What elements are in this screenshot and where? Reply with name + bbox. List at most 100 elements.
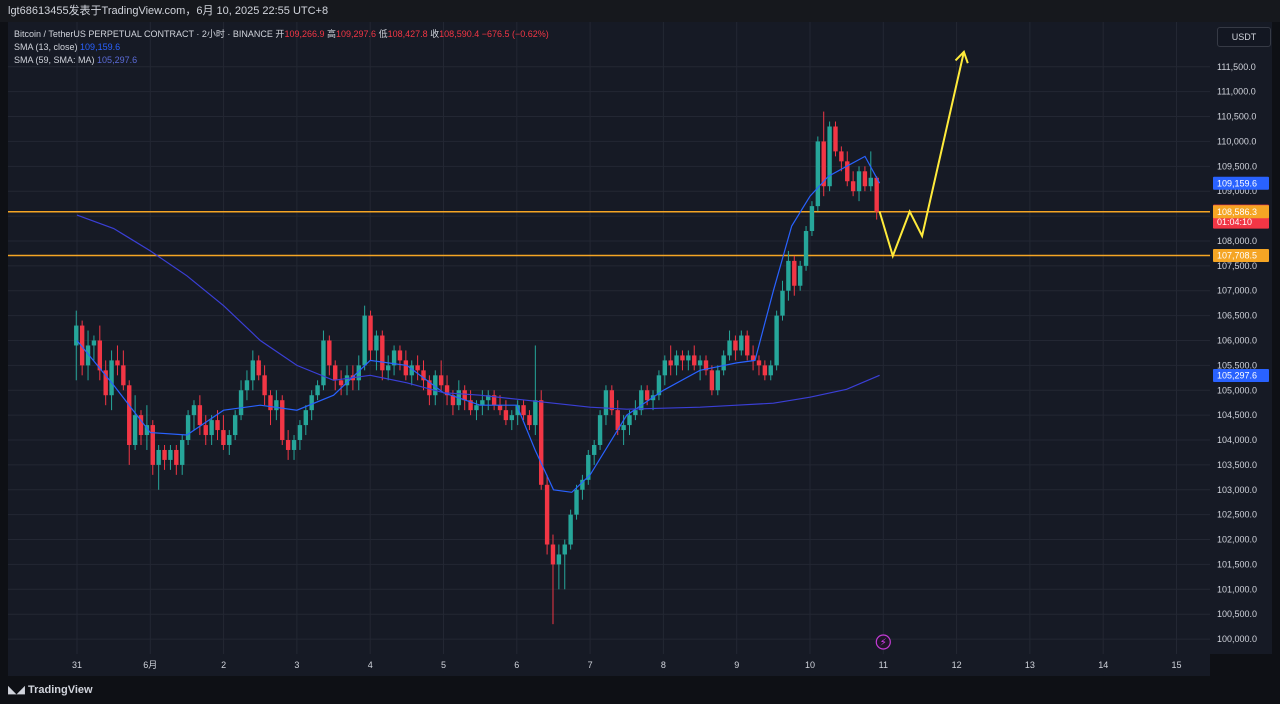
candle-body <box>362 315 367 366</box>
price-axis[interactable]: 100,000.0 100,500.0 101,000.0 101,500.0 102,… <box>1210 22 1272 654</box>
candle-body <box>85 345 91 366</box>
candle-body <box>156 449 161 465</box>
candle-body <box>280 400 285 441</box>
y-tick-label: 108,000.0 <box>1217 236 1257 246</box>
price-axis-labels: 100,000.0 100,500.0 101,000.0 101,500.0 102,… <box>1213 62 1269 644</box>
projection-arrowhead <box>954 50 969 64</box>
candle-body <box>256 360 261 376</box>
price-tag-value: 109,159.6 <box>1217 178 1257 188</box>
price-chart[interactable]: ⚡ <box>8 22 1210 654</box>
y-tick-label: 111,000.0 <box>1217 87 1256 97</box>
candle-body <box>203 425 208 436</box>
symbol-name[interactable]: Bitcoin / TetherUS PERPETUAL CONTRACT · … <box>14 29 273 39</box>
candle-body <box>162 449 167 460</box>
candle-body <box>79 325 85 366</box>
candle-body <box>138 415 144 436</box>
candle-body <box>285 440 291 450</box>
candle-body <box>874 177 879 212</box>
y-tick-label: 102,000.0 <box>1217 535 1257 545</box>
candle-body <box>438 375 444 386</box>
candle-body <box>750 355 756 361</box>
tradingview-logo-icon: ◣◢ <box>8 684 28 696</box>
sma13-line <box>76 155 881 493</box>
candle-body <box>209 420 214 436</box>
candle-body <box>674 355 679 366</box>
candle-body <box>850 181 856 192</box>
sma13-legend[interactable]: SMA (13, close) 109,159.6 <box>14 41 549 54</box>
x-tick-label: 6 <box>514 660 519 670</box>
candle-body <box>568 514 573 545</box>
candle-body <box>803 231 809 266</box>
sma13-value: 109,159.6 <box>80 42 121 52</box>
candle-body <box>309 395 314 411</box>
sma13-label: SMA (13, close) <box>14 42 78 52</box>
candle-body <box>515 405 520 416</box>
y-tick-label: 109,500.0 <box>1217 161 1257 171</box>
candle-body <box>868 177 873 187</box>
candle-body <box>450 395 456 406</box>
lightning-glyph: ⚡ <box>880 638 887 649</box>
y-tick-label: 100,500.0 <box>1217 609 1257 619</box>
y-tick-label: 111,500.0 <box>1217 62 1256 72</box>
candle-body <box>703 360 709 371</box>
candle-body <box>221 430 226 445</box>
y-tick-label: 106,500.0 <box>1217 311 1257 321</box>
candle-body <box>433 375 438 396</box>
candle-body <box>656 375 662 396</box>
chart-pane[interactable]: ⚡ <box>8 22 1210 654</box>
y-tick-label: 110,000.0 <box>1217 136 1256 146</box>
y-tick-label: 102,500.0 <box>1217 510 1257 520</box>
ohlc-close-value: 108,590.4 <box>439 29 480 39</box>
candle-body <box>415 365 420 371</box>
candle-body <box>862 171 868 187</box>
x-tick-label: 6月 <box>143 660 157 670</box>
candle-body <box>174 449 179 465</box>
candle-body <box>303 410 308 426</box>
currency-button[interactable]: USDT <box>1217 27 1271 47</box>
x-tick-label: 13 <box>1025 660 1035 670</box>
candle-body <box>497 405 503 411</box>
candle-body <box>639 390 644 411</box>
candle-body <box>786 260 791 291</box>
candle-body <box>480 400 485 406</box>
candle-body <box>768 365 773 376</box>
candle-body <box>368 315 373 351</box>
candle-body <box>739 335 744 351</box>
candle-body <box>274 400 279 411</box>
candle-body <box>115 360 120 366</box>
candle-body <box>468 400 473 411</box>
time-axis[interactable]: 31 6月 2 3 4 5 6 7 8 9 10 11 12 13 14 15 <box>8 654 1210 676</box>
x-tick-label: 9 <box>734 660 739 670</box>
candle-body <box>533 400 538 426</box>
candle-body <box>621 425 626 431</box>
candle-body <box>727 340 732 356</box>
y-tick-label: 103,500.0 <box>1217 460 1257 470</box>
chart-legend: Bitcoin / TetherUS PERPETUAL CONTRACT · … <box>14 28 549 67</box>
candle-body <box>315 385 320 396</box>
y-tick-label: 103,000.0 <box>1217 485 1257 495</box>
ohlc-open-label: 开 <box>275 29 285 39</box>
candle-body <box>421 370 426 381</box>
candle-body <box>797 265 803 286</box>
candle-body <box>409 365 414 376</box>
x-tick-label: 10 <box>805 660 815 670</box>
candle-body <box>556 554 562 565</box>
y-tick-label: 107,000.0 <box>1217 286 1257 296</box>
candle-body <box>486 395 491 401</box>
y-tick-label: 105,500.0 <box>1217 360 1257 370</box>
candle-body <box>544 484 550 545</box>
price-tag <box>1213 176 1269 190</box>
candle-body <box>321 340 326 386</box>
x-tick-label: 2 <box>221 660 226 670</box>
sma59-legend[interactable]: SMA (59, SMA: MA) 105,297.6 <box>14 54 549 67</box>
tradingview-logo[interactable]: ◣◢ TradingView <box>8 683 93 696</box>
y-tick-label: 101,500.0 <box>1217 559 1257 569</box>
candle-body <box>197 405 203 426</box>
candle-body <box>227 435 232 445</box>
candle-body <box>550 544 556 565</box>
candle-body <box>91 340 97 346</box>
candle-body <box>238 390 244 416</box>
candle-body <box>268 395 273 411</box>
candle-body <box>580 479 585 490</box>
candle-body <box>597 415 603 445</box>
